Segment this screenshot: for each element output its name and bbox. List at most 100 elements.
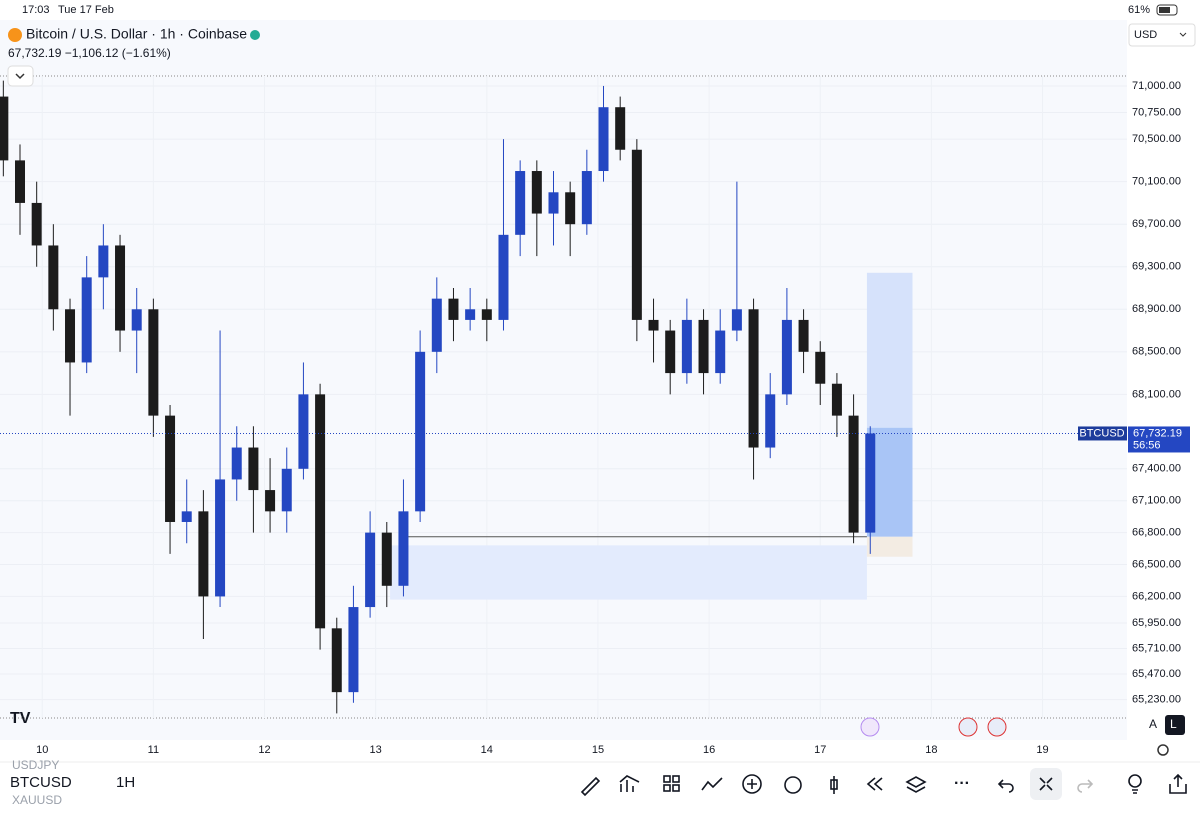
x-tick-label: 11: [148, 744, 159, 756]
currency-label[interactable]: USD: [1134, 29, 1157, 41]
candle-body: [765, 394, 776, 448]
layout-tool[interactable]: [663, 784, 671, 792]
x-tick-label: 18: [925, 744, 937, 756]
alert-tool[interactable]: [784, 776, 802, 794]
y-tick-label: 66,800.00: [1132, 527, 1181, 539]
battery-fill: [1159, 7, 1170, 13]
ideas-icon: [1132, 789, 1138, 794]
log-button[interactable]: [1165, 715, 1185, 735]
y-tick-label: 65,230.00: [1132, 693, 1181, 705]
event-flag[interactable]: [958, 717, 978, 737]
y-tick-label: 70,750.00: [1132, 106, 1181, 118]
x-tick-label: 10: [36, 744, 48, 756]
auto-label[interactable]: A: [1149, 717, 1157, 731]
candle-body: [81, 277, 92, 363]
collapse-button[interactable]: [7, 65, 34, 87]
candle-body: [15, 160, 26, 203]
candle-body: [248, 447, 259, 491]
candle-body: [298, 394, 309, 469]
x-tick-label: 16: [703, 744, 715, 756]
candle-body: [215, 479, 226, 597]
y-tick-label: 71,000.00: [1132, 80, 1181, 92]
y-tick-label: 65,950.00: [1132, 617, 1181, 629]
candle-body: [198, 511, 209, 597]
status-date: Tue 17 Feb: [58, 4, 114, 16]
x-tick-label: 15: [592, 744, 604, 756]
layout-tool[interactable]: [663, 775, 671, 783]
candle-body: [648, 319, 659, 331]
candle-body: [98, 245, 109, 278]
candle-body: [715, 330, 726, 374]
y-tick-label: 70,500.00: [1132, 133, 1181, 145]
auto-button[interactable]: [1145, 715, 1163, 735]
trend-tool[interactable]: [701, 777, 723, 791]
candle-body: [331, 628, 342, 693]
interval-button[interactable]: 1H: [116, 774, 135, 791]
candle-body: [548, 192, 559, 214]
replay-tool[interactable]: [866, 777, 883, 791]
chart-title[interactable]: Bitcoin / U.S. Dollar · 1h · Coinbase: [26, 26, 247, 42]
price-tag: [1128, 426, 1190, 453]
candle-body: [781, 319, 792, 395]
x-tick-label: 12: [258, 744, 270, 756]
chevron-icon: [1179, 32, 1187, 37]
y-tick-label: 67,400.00: [1132, 463, 1181, 475]
add-icon: [747, 779, 757, 789]
event-flag[interactable]: [987, 717, 1007, 737]
candle-body: [581, 171, 592, 225]
candle-body: [398, 511, 409, 586]
settings-icon[interactable]: [1157, 744, 1169, 756]
status-time: 17:03: [22, 4, 50, 16]
more-tool[interactable]: ···: [954, 775, 970, 792]
symbol-tag-label: BTCUSD: [1079, 427, 1124, 439]
last-price-box: BTCUSD 67,732.19 56:56: [1078, 426, 1190, 453]
y-tick-label: 65,470.00: [1132, 668, 1181, 680]
y-tick-label: 67,100.00: [1132, 495, 1181, 507]
candle-body: [65, 309, 76, 363]
layout-tool[interactable]: [672, 784, 680, 792]
currency-select[interactable]: [1128, 23, 1196, 47]
y-tick-label: 66,500.00: [1132, 558, 1181, 570]
candle-body: [698, 319, 709, 374]
symbol-tag: [1078, 426, 1127, 441]
collapse-icon: [1039, 777, 1053, 791]
x-tick-label: 13: [370, 744, 382, 756]
candle-body: [565, 192, 576, 225]
share-tool[interactable]: [1169, 773, 1187, 794]
candle-body: [748, 309, 759, 448]
prev-symbol[interactable]: USDJPY: [12, 758, 59, 772]
zone: [866, 536, 913, 557]
candle-body: [531, 171, 542, 214]
layers-tool[interactable]: [905, 776, 927, 793]
candle-body: [831, 383, 842, 416]
symbol-button[interactable]: BTCUSD: [10, 774, 72, 791]
ai-icon[interactable]: [860, 717, 880, 737]
tv-logo: TV: [10, 710, 31, 727]
market-open-dot: [250, 30, 260, 40]
candle-body: [181, 511, 192, 522]
candle-body: [431, 298, 442, 352]
zone: [390, 545, 867, 600]
redo-tool[interactable]: [1077, 779, 1094, 793]
battery-icon: [1156, 4, 1178, 16]
undo-tool[interactable]: [997, 779, 1014, 793]
layout-tool[interactable]: [672, 775, 680, 783]
y-tick-label: 66,200.00: [1132, 590, 1181, 602]
candle-body: [815, 351, 826, 384]
zone: [866, 272, 913, 428]
y-tick-label: 68,900.00: [1132, 303, 1181, 315]
fullscreen-toggle[interactable]: [1030, 768, 1062, 800]
indicators-tool[interactable]: [619, 775, 640, 792]
candle-body: [498, 234, 509, 320]
add-tool[interactable]: [742, 774, 762, 794]
next-symbol[interactable]: XAUUSD: [12, 793, 62, 807]
ideas-tool[interactable]: [1128, 774, 1142, 788]
y-tick-label: 65,710.00: [1132, 642, 1181, 654]
log-label[interactable]: L: [1170, 717, 1177, 731]
candle-body: [465, 309, 476, 320]
candle-body: [481, 309, 492, 320]
draw-tool[interactable]: [580, 776, 601, 797]
candle-body: [115, 245, 126, 331]
candle-body: [265, 490, 276, 512]
